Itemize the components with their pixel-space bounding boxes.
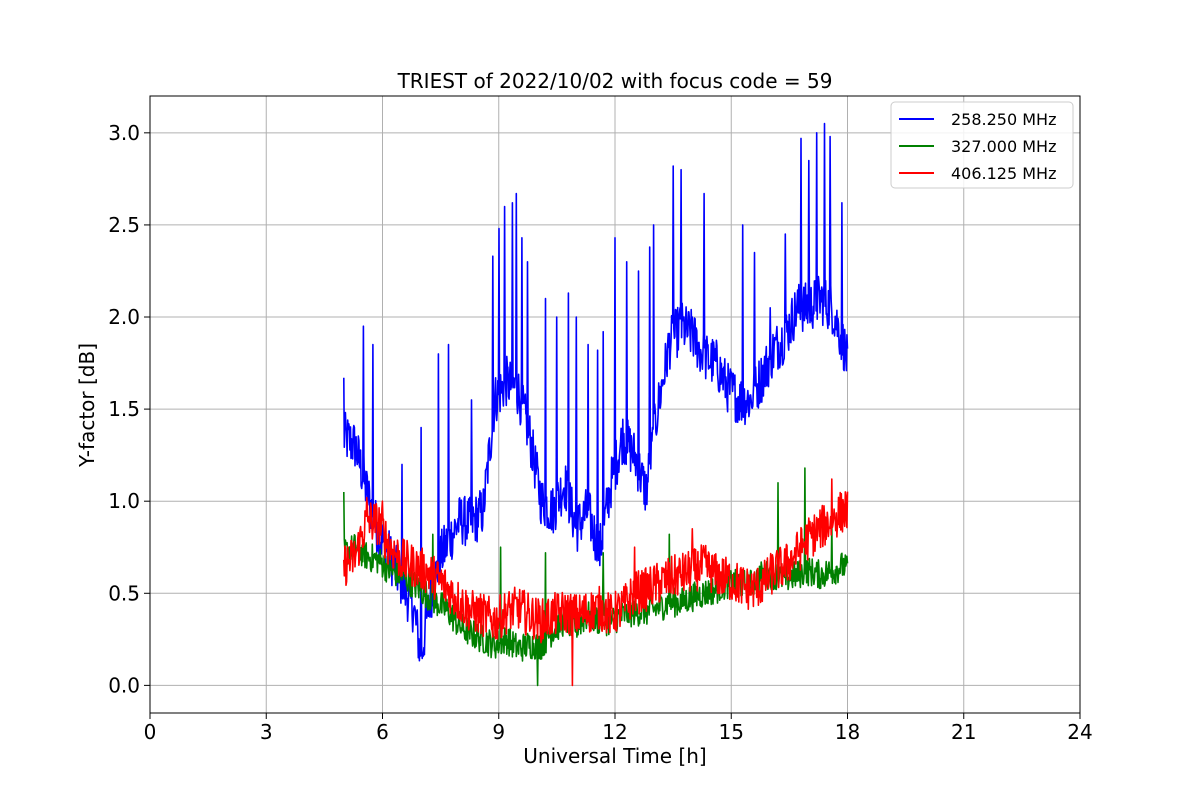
legend-label: 406.125 MHz (951, 164, 1056, 183)
series-layer (343, 122, 849, 687)
y-tick-label: 2.0 (108, 305, 140, 329)
x-tick-label: 0 (144, 720, 157, 744)
legend-box (890, 101, 1074, 189)
y-axis-label: Y-factor [dB] (75, 343, 99, 468)
y-tick-label: 0.5 (108, 581, 140, 605)
y-tick-label: 1.5 (108, 397, 140, 421)
series-line-3 (343, 478, 849, 687)
legend-label: 258.250 MHz (951, 110, 1056, 129)
x-tick-label: 24 (1067, 720, 1092, 744)
x-tick-label: 12 (602, 720, 627, 744)
y-tick-label: 3.0 (108, 121, 140, 145)
y-tick-label: 1.0 (108, 489, 140, 513)
x-tick-label: 6 (376, 720, 389, 744)
x-tick-label: 18 (835, 720, 860, 744)
y-tick-label: 0.0 (108, 673, 140, 697)
x-tick-label: 3 (260, 720, 273, 744)
y-axis: 0.0 0.5 1.0 1.5 2.0 2.5 3.0 (108, 121, 150, 697)
x-axis: 0 3 6 9 12 15 18 21 24 (144, 713, 1093, 744)
x-axis-label: Universal Time [h] (523, 744, 706, 768)
x-tick-label: 21 (951, 720, 976, 744)
x-tick-label: 9 (492, 720, 505, 744)
legend-label: 327.000 MHz (951, 137, 1056, 156)
chart-title: TRIEST of 2022/10/02 with focus code = 5… (397, 69, 833, 93)
legend: 258.250 MHz 327.000 MHz 406.125 MHz (890, 101, 1074, 189)
x-tick-label: 15 (719, 720, 744, 744)
y-tick-label: 2.5 (108, 213, 140, 237)
